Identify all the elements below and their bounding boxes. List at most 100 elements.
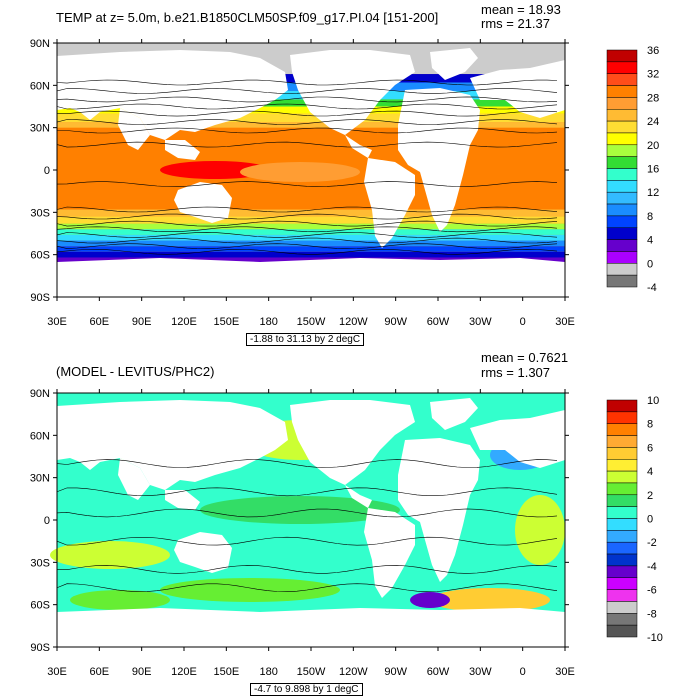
mean-label: mean = 18.93 <box>481 2 561 17</box>
map-figure: 90N 60N 30N 0 30S 60S 90S 30E 60E 90E 120E 150E 180 1… <box>30 38 659 328</box>
colorbar-label: -10 <box>647 632 663 644</box>
colorbar-swatch <box>606 203 638 217</box>
lon-label: 150E <box>213 666 239 678</box>
colorbar-swatch <box>606 274 638 288</box>
colorbar-swatch <box>606 601 638 614</box>
panel-model-minus-levitus: (MODEL - LEVITUS/PHC2) mean = 0.7621 rms… <box>0 350 700 700</box>
panel-surface-temperature: TEMP at z= 5.0m, b.e21.B1850CLM50SP.f09_… <box>30 2 659 346</box>
lon-label: 60W <box>427 666 450 678</box>
mean-label: mean = 0.7621 <box>481 350 569 365</box>
lon-label: 150W <box>297 316 326 328</box>
lon-label: 90E <box>132 316 152 328</box>
colorbar-label: 0 <box>647 514 653 526</box>
contour-line <box>56 181 558 187</box>
colorbar-label: 0 <box>647 258 653 270</box>
land-mask <box>57 48 565 297</box>
lat-label: 0 <box>44 515 50 527</box>
lon-label: 30E <box>555 666 575 678</box>
lon-label: 60W <box>427 316 450 328</box>
lat-label: 90N <box>30 388 50 400</box>
colorbar-label: -4 <box>647 282 657 294</box>
colorbar-swatch <box>606 191 638 205</box>
colorbar-swatch <box>606 411 638 424</box>
contour-line <box>56 248 558 255</box>
colorbar-label: 12 <box>647 187 659 199</box>
contour-line <box>56 226 558 233</box>
colorbar-label: -8 <box>647 608 657 620</box>
contour-line <box>56 110 558 117</box>
colorbar-swatch <box>606 565 638 578</box>
continent <box>470 410 565 468</box>
anomaly-patch <box>515 495 565 565</box>
temperature-band <box>57 209 565 217</box>
lat-label: 30N <box>30 473 50 485</box>
lat-label: 60N <box>30 430 50 442</box>
contour-line <box>56 583 558 593</box>
colorbar-swatch <box>606 447 638 460</box>
continent <box>165 140 200 160</box>
contour-lines <box>56 79 558 255</box>
continent <box>174 182 232 223</box>
lon-label: 30E <box>47 666 67 678</box>
temperature-band <box>57 113 565 123</box>
temperature-band <box>57 234 565 241</box>
continent <box>290 50 415 135</box>
colorbar-swatch <box>606 518 638 531</box>
lon-label: 150W <box>297 666 326 678</box>
colorbar-swatch <box>606 180 638 193</box>
continent <box>165 490 200 510</box>
colorbar-label: 4 <box>647 466 653 478</box>
temperature-band <box>57 251 565 258</box>
contour-range-label: -1.88 to 31.13 by 2 degC <box>246 333 365 346</box>
colorbar-swatch <box>606 506 638 519</box>
colorbar-swatch <box>606 541 638 555</box>
colorbar-swatch <box>606 85 638 98</box>
panel-title: TEMP at z= 5.0m, b.e21.B1850CLM50SP.f09_… <box>56 10 439 25</box>
colorbar-label: 4 <box>647 235 653 247</box>
colorbar-swatch <box>606 470 638 484</box>
lon-label: 150E <box>213 316 239 328</box>
lat-label: 30S <box>30 207 50 219</box>
lon-label: 30W <box>469 316 492 328</box>
colorbar-label: 28 <box>647 92 659 104</box>
continent <box>57 50 288 140</box>
anomaly-patch <box>160 578 340 602</box>
colorbar-swatch <box>606 109 638 122</box>
colorbar-label: 8 <box>647 211 653 223</box>
cold-tongue <box>240 162 360 182</box>
colorbar-swatch <box>606 530 638 543</box>
lat-label: 30N <box>30 123 50 135</box>
colorbar-swatch <box>606 613 638 626</box>
contour-line <box>56 119 558 125</box>
colorbar-label: 20 <box>647 140 659 152</box>
continent <box>57 400 288 490</box>
colorbar-swatch <box>606 120 638 134</box>
colorbar-swatch <box>606 168 638 181</box>
colorbar-label: -6 <box>647 585 657 597</box>
anomaly-patch <box>430 588 550 612</box>
contour-line <box>56 213 558 220</box>
lat-label: 60S <box>30 250 50 262</box>
continent <box>57 258 565 297</box>
colorbar-swatch <box>606 624 638 638</box>
colorbar-label: 32 <box>647 69 659 81</box>
contour-lines <box>56 459 558 593</box>
contour-line <box>56 232 558 238</box>
contour-line <box>56 88 558 94</box>
temperature-band <box>57 229 565 235</box>
anomaly-patch <box>410 592 450 608</box>
colorbar-label: 10 <box>647 395 659 407</box>
colorbar-swatch <box>606 144 638 157</box>
lat-label: 0 <box>44 165 50 177</box>
contour-line <box>56 141 558 148</box>
lat-label: 90N <box>30 38 50 50</box>
colorbar-swatch <box>606 61 638 74</box>
colorbar-swatch <box>606 577 638 590</box>
lat-label: 60N <box>30 80 50 92</box>
colorbar-swatch <box>606 263 638 276</box>
colorbar-label: 16 <box>647 164 659 176</box>
colorbar-swatch <box>606 49 638 63</box>
continent <box>345 485 372 508</box>
lon-label: 0 <box>520 316 526 328</box>
temperature-band <box>57 246 565 252</box>
